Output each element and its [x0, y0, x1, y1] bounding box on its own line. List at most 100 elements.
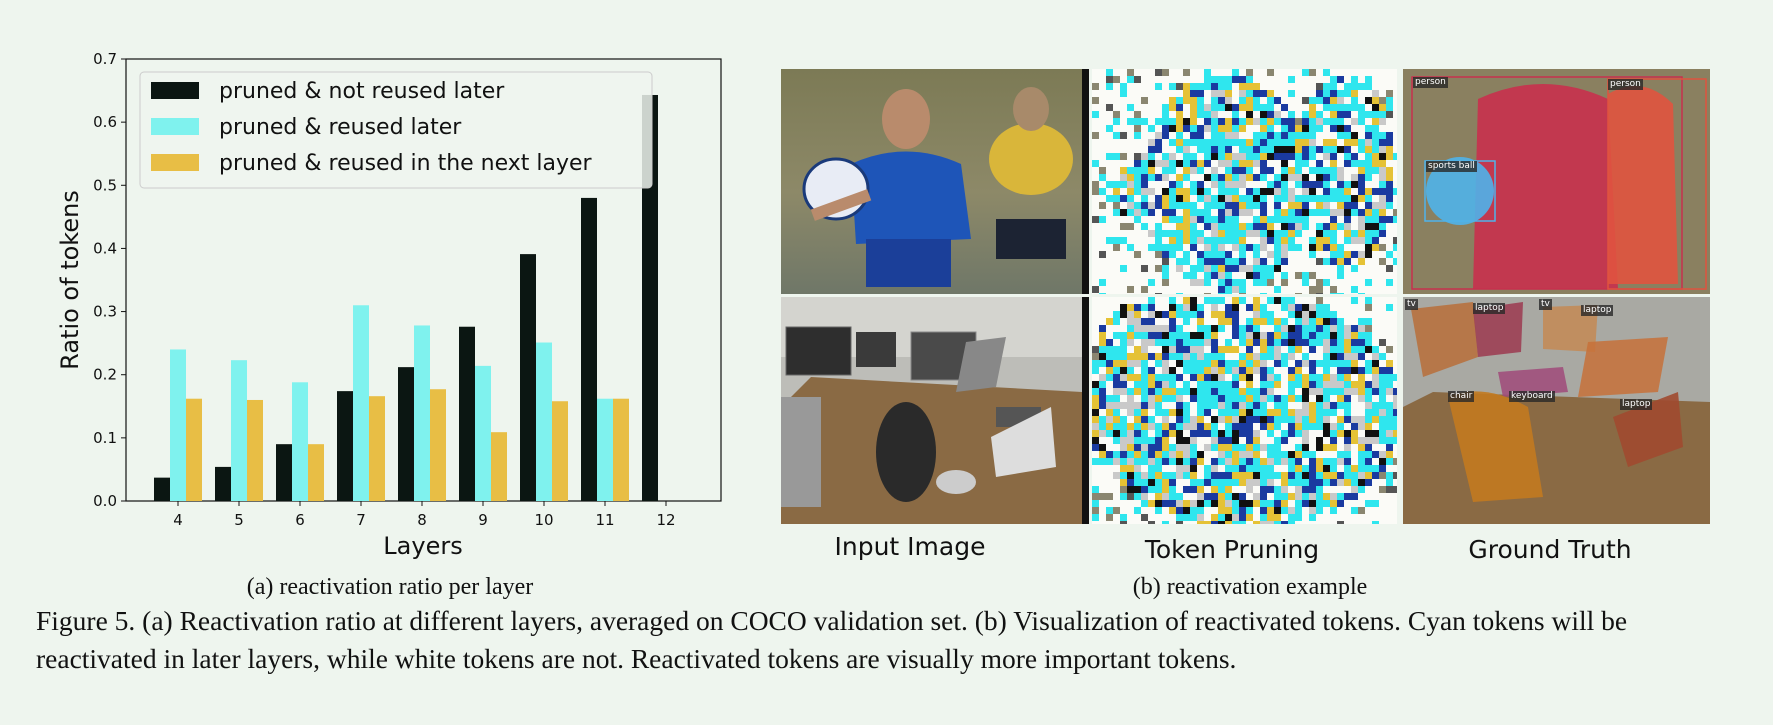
token-cell [1218, 188, 1225, 195]
token-cell [1344, 465, 1351, 472]
token-cell [1267, 339, 1274, 346]
token-cell [1309, 416, 1316, 423]
token-cell [1162, 339, 1169, 346]
token-cell [1288, 339, 1295, 346]
token-cell [1288, 507, 1295, 514]
token-cell [1281, 451, 1288, 458]
token-cell [1106, 430, 1113, 437]
token-cell [1169, 325, 1176, 332]
token-cell [1099, 423, 1106, 430]
token-cell [1337, 493, 1344, 500]
token-cell [1127, 353, 1134, 360]
token-cell [1372, 90, 1379, 97]
token-cell [1316, 258, 1323, 265]
token-cell [1155, 374, 1162, 381]
token-cell [1246, 514, 1253, 521]
token-cell [1211, 437, 1218, 444]
token-cell [1211, 118, 1218, 125]
token-cell [1260, 416, 1267, 423]
token-cell [1155, 472, 1162, 479]
bar-layer-8-series-2 [430, 389, 446, 501]
token-cell [1190, 167, 1197, 174]
token-cell [1295, 160, 1302, 167]
token-cell [1218, 76, 1225, 83]
token-cell [1190, 360, 1197, 367]
token-cell [1260, 514, 1267, 521]
token-cell [1365, 388, 1372, 395]
token-cell [1372, 416, 1379, 423]
token-cell [1211, 367, 1218, 374]
token-cell [1365, 346, 1372, 353]
token-cell [1246, 272, 1253, 279]
token-cell [1302, 381, 1309, 388]
token-cell [1155, 332, 1162, 339]
token-cell [1260, 521, 1267, 524]
token-cell [1120, 388, 1127, 395]
token-cell [1295, 465, 1302, 472]
token-cell [1127, 167, 1134, 174]
token-cell [1099, 293, 1106, 294]
token-cell [1274, 146, 1281, 153]
token-cell [1127, 223, 1134, 230]
token-cell [1134, 507, 1141, 514]
token-cell [1162, 367, 1169, 374]
token-cell [1169, 444, 1176, 451]
token-cell [1225, 146, 1232, 153]
token-cell [1309, 139, 1316, 146]
det-label-person-1: person [1413, 77, 1448, 88]
token-cell [1344, 146, 1351, 153]
token-cell [1337, 293, 1344, 294]
subcaption-b: (b) reactivation example [1132, 574, 1368, 600]
token-cell [1162, 251, 1169, 258]
token-cell [1218, 265, 1225, 272]
token-cell [1358, 472, 1365, 479]
token-cell [1106, 458, 1113, 465]
token-cell [1225, 104, 1232, 111]
token-cell [1232, 202, 1239, 209]
token-cell [1295, 514, 1302, 521]
token-cell [1260, 258, 1267, 265]
token-cell [1141, 97, 1148, 104]
token-cell [1099, 353, 1106, 360]
token-cell [1232, 395, 1239, 402]
token-cell [1323, 104, 1330, 111]
token-cell [1323, 97, 1330, 104]
token-cell [1365, 153, 1372, 160]
y-tick-label: 0.3 [93, 303, 117, 321]
token-cell [1225, 125, 1232, 132]
token-cell [1302, 223, 1309, 230]
token-cell [1183, 332, 1190, 339]
token-cell [1134, 318, 1141, 325]
token-cell [1316, 332, 1323, 339]
token-cell [1365, 111, 1372, 118]
token-cell [1344, 416, 1351, 423]
token-cell [1351, 339, 1358, 346]
token-cell [1246, 325, 1253, 332]
token-cell [1211, 251, 1218, 258]
token-cell [1190, 423, 1197, 430]
det-label-laptop-3: laptop [1620, 399, 1653, 410]
token-cell [1372, 153, 1379, 160]
token-cell [1379, 409, 1386, 416]
token-cell [1330, 423, 1337, 430]
token-cell [1148, 486, 1155, 493]
token-cell [1176, 237, 1183, 244]
token-cell [1169, 395, 1176, 402]
token-cell [1225, 472, 1232, 479]
token-cell [1225, 402, 1232, 409]
col-label-token-pruning: Token Pruning [1144, 535, 1320, 564]
token-cell [1309, 374, 1316, 381]
token-cell [1127, 430, 1134, 437]
token-cell [1099, 388, 1106, 395]
token-cell [1267, 374, 1274, 381]
token-cell [1302, 97, 1309, 104]
token-cell [1211, 423, 1218, 430]
token-cell [1211, 153, 1218, 160]
token-cell [1365, 83, 1372, 90]
token-cell [1288, 395, 1295, 402]
token-cell [1148, 479, 1155, 486]
token-cell [1253, 388, 1260, 395]
token-cell [1323, 402, 1330, 409]
token-cell [1183, 346, 1190, 353]
token-cell [1386, 251, 1393, 258]
